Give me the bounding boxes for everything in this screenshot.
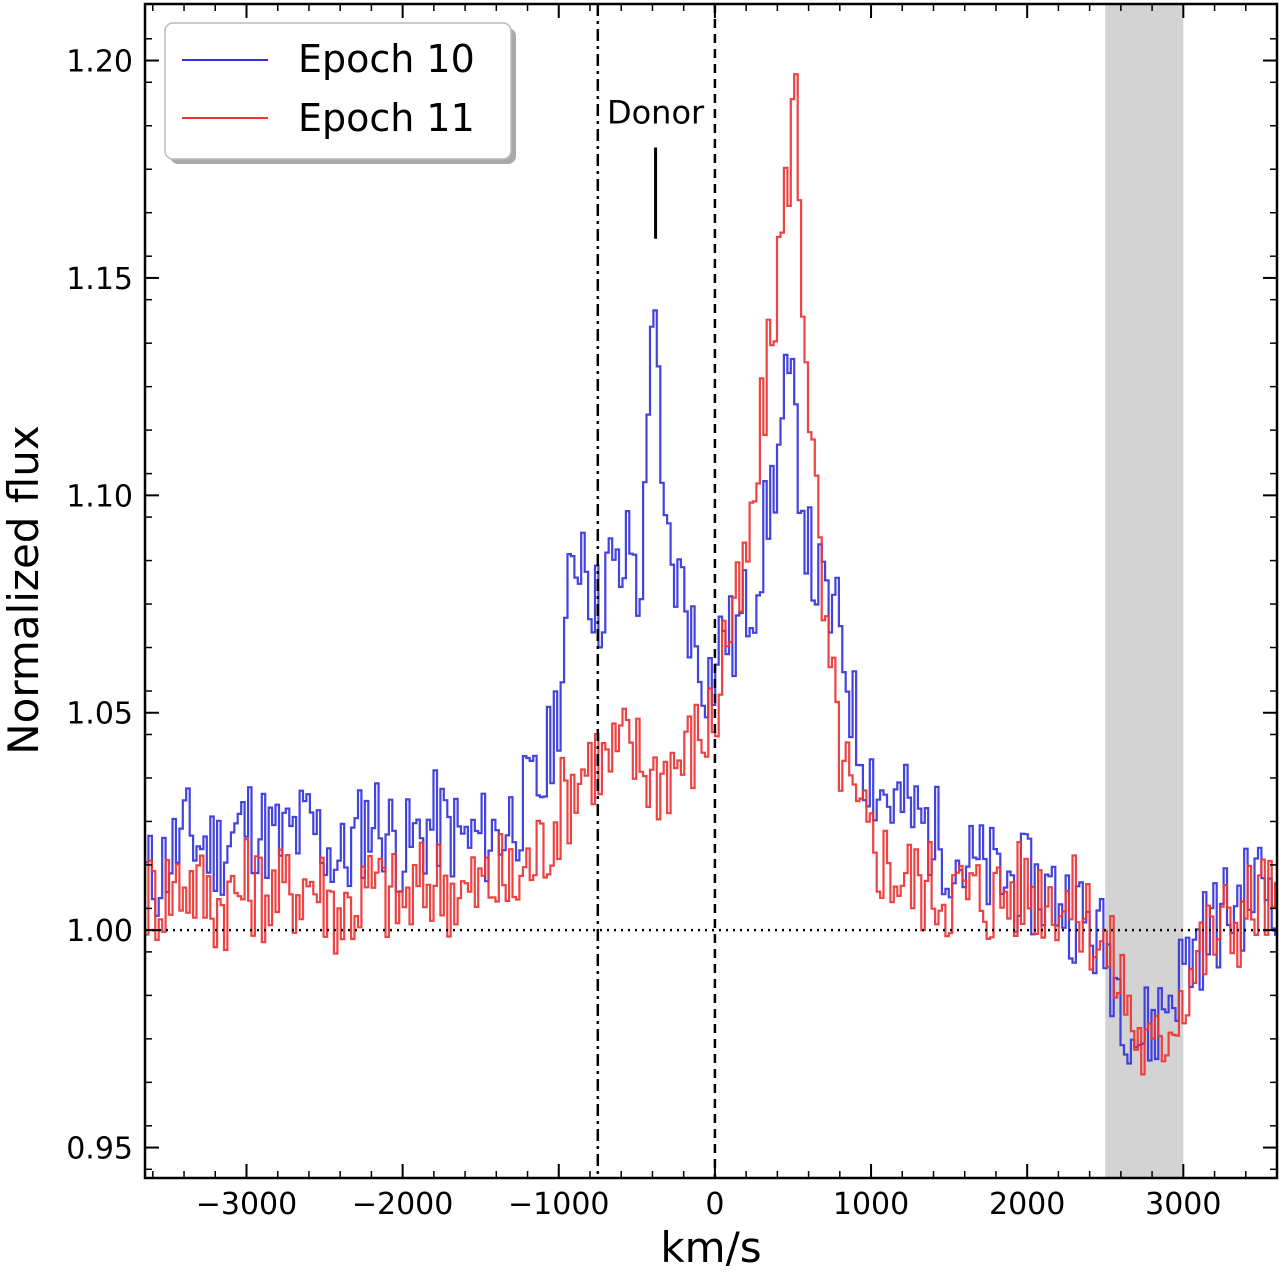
y-tick-label: 1.15 — [66, 262, 133, 297]
x-tick-label: 1000 — [833, 1187, 909, 1222]
legend: Epoch 10 Epoch 11 — [164, 22, 516, 164]
series-line-epoch-10 — [145, 309, 1277, 1065]
shaded-band-layer — [1105, 4, 1184, 1178]
y-tick-label: 1.00 — [66, 914, 133, 949]
series-line-epoch-11 — [145, 73, 1277, 1076]
x-tick-label: 2000 — [989, 1187, 1065, 1222]
reference-lines-layer — [145, 4, 1277, 1178]
donor-marker-layer: Donor — [607, 93, 705, 239]
y-axis-label: Normalized flux — [0, 425, 48, 754]
tick-layer — [145, 4, 1278, 1178]
legend-label-epoch-10: Epoch 10 — [298, 37, 475, 81]
x-tick-label: −2000 — [352, 1187, 453, 1222]
x-tick-label: −1000 — [508, 1187, 609, 1222]
y-tick-label: 1.10 — [66, 479, 133, 514]
x-tick-label: 0 — [705, 1187, 724, 1222]
x-tick-label: −3000 — [196, 1187, 297, 1222]
x-axis-label: km/s — [660, 1223, 761, 1272]
x-tick-labels: −3000 −2000 −1000 0 1000 2000 3000 — [196, 1187, 1222, 1222]
legend-label-epoch-11: Epoch 11 — [298, 96, 475, 140]
series-layer — [145, 73, 1277, 1076]
y-tick-label: 0.95 — [66, 1132, 133, 1167]
y-tick-label: 1.20 — [66, 45, 133, 80]
y-tick-labels: 0.95 1.00 1.05 1.10 1.15 1.20 — [66, 45, 133, 1167]
legend-box — [164, 22, 512, 160]
plot-frame — [143, 2, 1279, 1180]
donor-label: Donor — [607, 93, 705, 131]
x-tick-label: 3000 — [1145, 1187, 1221, 1222]
shaded-band — [1105, 4, 1184, 1178]
y-tick-label: 1.05 — [66, 697, 133, 732]
